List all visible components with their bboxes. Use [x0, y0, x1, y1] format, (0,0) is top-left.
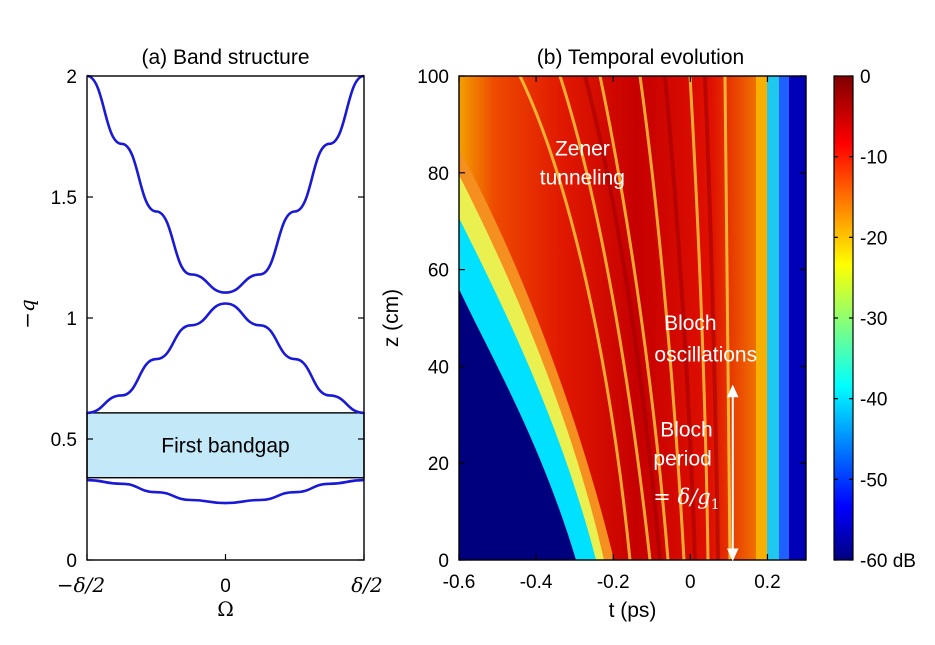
heatmap-axes-frame [458, 75, 807, 561]
band-structure-x-ticks: −δ/2 0 δ/2 [57, 554, 383, 597]
heatmap-main-field [459, 76, 756, 560]
heatmap-annotation: period [653, 447, 711, 470]
heatmap-y-ticks: 0 20 40 60 80 100 [417, 67, 806, 572]
band-structure-panel: (a) Band structure First bandgap 0 0.5 1 1.… [15, 46, 383, 621]
colorbar-tick-label: 0 [860, 67, 871, 88]
heatmap-annotation: Bloch [660, 418, 713, 441]
y-tick-label: 100 [417, 67, 449, 88]
bloch-period-arrow [726, 384, 739, 562]
y-tick-label: 60 [428, 261, 449, 282]
y-tick-label: 0 [66, 551, 77, 572]
arrow-head-bottom [726, 548, 739, 562]
heatmap-annotation: oscillations [654, 343, 757, 366]
y-tick-label: 2 [66, 67, 77, 88]
heatmap-y-label: z (cm) [380, 289, 403, 347]
y-tick-label: 1 [66, 309, 77, 330]
heatmap-annotation: Bloch [664, 312, 717, 335]
y-tick-label: 40 [428, 357, 449, 378]
colorbar-tick-label: -30 [860, 309, 887, 330]
colorbar-tick-label: -20 [860, 228, 887, 249]
band-curve-3 [86, 74, 365, 294]
band-curve-2 [86, 302, 365, 415]
formula-sub: 1 [711, 497, 720, 513]
colorbar-tick-label: -50 [860, 470, 887, 491]
band-curves [86, 74, 365, 505]
colorbar-tick-label: -10 [860, 148, 887, 169]
temporal-evolution-panel: (b) Temporal evolution [380, 46, 916, 622]
colorbar-tick-label: -40 [860, 390, 887, 411]
heatmap-light-fringes [518, 76, 732, 560]
temporal-evolution-title: (b) Temporal evolution [537, 46, 744, 69]
y-tick-label: 1.5 [51, 188, 77, 209]
first-bandgap-region [86, 412, 365, 479]
formula-lhs: = δ/ [653, 485, 699, 509]
heatmap-annotations: Zener tunneling Bloch oscillations Bloch peri… [540, 138, 757, 471]
heatmap-x-ticks: -0.6 -0.4 -0.2 0 0.2 [443, 76, 781, 593]
band-structure-title: (a) Band structure [141, 46, 309, 69]
bloch-period-formula: = δ/g1 [653, 485, 719, 513]
y-tick-label: 0 [438, 551, 449, 572]
formula-var: g [697, 485, 710, 509]
heatmap-right-cyan [767, 76, 781, 560]
y-tick-label: 20 [428, 454, 449, 475]
x-tick-label: -0.4 [520, 572, 553, 593]
heatmap-right-edge [789, 76, 806, 560]
x-tick-label: -0.2 [597, 572, 630, 593]
heatmap-annotation: Zener [555, 138, 610, 161]
heatmap-image [459, 76, 806, 560]
band-structure-y-ticks: 0 0.5 1 1.5 2 [51, 67, 364, 572]
heatmap-right-blue [779, 76, 791, 560]
y-tick-label: 80 [428, 164, 449, 185]
band-structure-x-label: Ω [217, 597, 234, 621]
first-bandgap-label: First bandgap [161, 434, 289, 457]
x-tick-label: δ/2 [351, 573, 383, 597]
x-tick-label: -0.6 [443, 572, 476, 593]
x-tick-label: −δ/2 [57, 573, 105, 597]
band-curve-1 [86, 478, 365, 505]
colorbar-tick-label: -60 dB [860, 551, 916, 572]
x-tick-label: 0 [685, 572, 696, 593]
heatmap-dark-fringes [583, 76, 720, 560]
arrow-head-top [726, 384, 739, 398]
heatmap-annotation: tunneling [540, 167, 625, 190]
x-tick-label: 0 [220, 576, 231, 597]
heatmap-x-label: t (ps) [609, 599, 657, 622]
band-structure-y-label: −q [15, 299, 39, 329]
colorbar-ticks: 0 -10 -20 -30 -40 -50 -60 dB [834, 67, 916, 572]
x-tick-label: 0.2 [754, 572, 780, 593]
y-tick-label: 0.5 [51, 430, 77, 451]
